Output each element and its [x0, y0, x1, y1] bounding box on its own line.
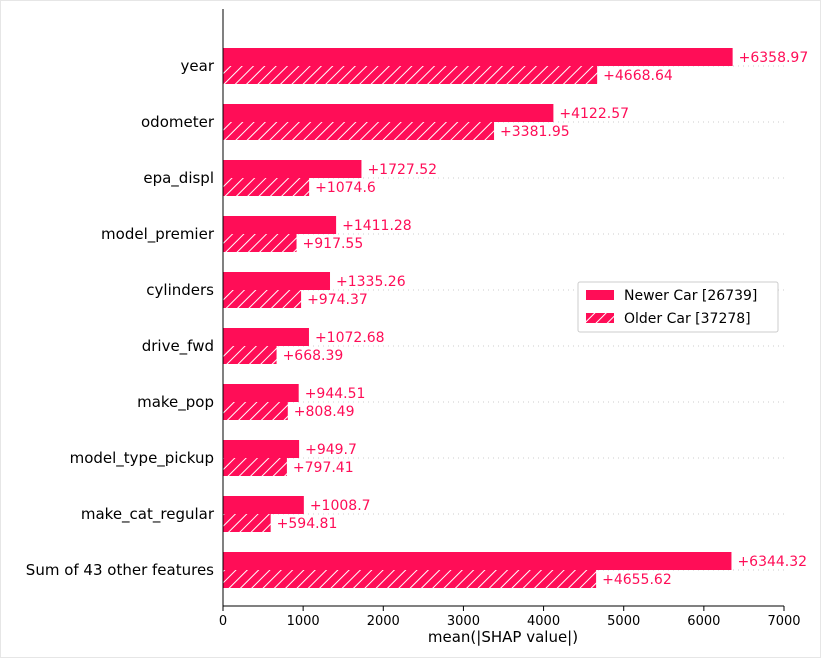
bar-older-car	[223, 514, 271, 532]
value-label-newer: +6344.32	[737, 554, 807, 570]
value-label-older: +4668.64	[603, 68, 673, 84]
bar-older-car	[223, 234, 297, 252]
value-label-newer: +1008.7	[310, 498, 371, 514]
value-label-newer: +1411.28	[342, 218, 412, 234]
bar-newer-car	[223, 216, 337, 234]
legend-frame	[577, 281, 779, 333]
category-label: Sum of 43 other features	[26, 561, 214, 579]
bar-older-car	[223, 402, 288, 420]
value-label-older: +1074.6	[315, 180, 376, 196]
x-tick-label: 1000	[287, 614, 320, 629]
value-label-newer: +1335.26	[336, 274, 406, 290]
bar-newer-car	[223, 160, 362, 178]
legend-label-newer: Newer Car [26739]	[624, 288, 757, 304]
value-label-older: +668.39	[283, 348, 344, 364]
value-label-newer: +1072.68	[315, 330, 385, 346]
legend-swatch-newer	[586, 290, 614, 300]
bar-newer-car	[223, 440, 300, 458]
x-tick-label: 3000	[447, 614, 480, 629]
bar-older-car	[223, 290, 302, 308]
x-tick-label: 4000	[527, 614, 560, 629]
bars-layer	[223, 48, 733, 588]
legend-label-older: Older Car [37278]	[624, 311, 751, 327]
bar-newer-car	[223, 496, 304, 514]
category-label: model_type_pickup	[70, 449, 214, 468]
bar-older-car	[223, 66, 598, 84]
value-label-older: +594.81	[277, 516, 338, 532]
category-label: year	[181, 57, 215, 75]
category-label: epa_displ	[143, 169, 214, 188]
x-axis-title: mean(|SHAP value|)	[428, 628, 578, 646]
value-label-older: +797.41	[293, 460, 354, 476]
x-tick-label: 5000	[607, 614, 640, 629]
x-tick-label: 7000	[767, 614, 800, 629]
bar-older-car	[223, 458, 287, 476]
category-label: make_cat_regular	[81, 505, 215, 524]
value-label-older: +3381.95	[500, 124, 570, 140]
value-label-older: +808.49	[294, 404, 355, 420]
value-label-newer: +4122.57	[559, 106, 629, 122]
bar-newer-car	[223, 272, 331, 290]
category-label: cylinders	[146, 281, 214, 299]
value-label-older: +917.55	[303, 236, 364, 252]
bar-older-car	[223, 570, 597, 588]
category-label: odometer	[141, 113, 215, 131]
value-label-older: +4655.62	[602, 572, 672, 588]
category-label: make_pop	[137, 393, 214, 412]
value-label-newer: +6358.97	[739, 50, 809, 66]
axis-layer: 0 1000 2000 3000 4000 5000 6000 7000	[219, 9, 801, 629]
bar-newer-car	[223, 384, 299, 402]
x-tick-label: 2000	[367, 614, 400, 629]
bar-newer-car	[223, 48, 733, 66]
value-label-newer: +944.51	[305, 386, 366, 402]
x-tick-label: 0	[219, 614, 227, 629]
x-tick-label: 6000	[687, 614, 720, 629]
value-label-newer: +949.7	[305, 442, 357, 458]
legend-swatch-older	[586, 313, 614, 323]
bar-newer-car	[223, 552, 732, 570]
value-label-newer: +1727.52	[367, 162, 437, 178]
value-label-older: +974.37	[307, 292, 368, 308]
value-labels-layer: year +6358.97 +4668.64 odometer +4122.57 +338…	[26, 50, 808, 588]
category-label: model_premier	[101, 225, 215, 244]
bar-older-car	[223, 122, 495, 140]
bar-older-car	[223, 178, 310, 196]
legend: Newer Car [26739] Older Car [37278]	[577, 281, 779, 333]
bar-newer-car	[223, 328, 309, 346]
category-label: drive_fwd	[142, 337, 214, 356]
bar-older-car	[223, 346, 277, 364]
bar-newer-car	[223, 104, 554, 122]
